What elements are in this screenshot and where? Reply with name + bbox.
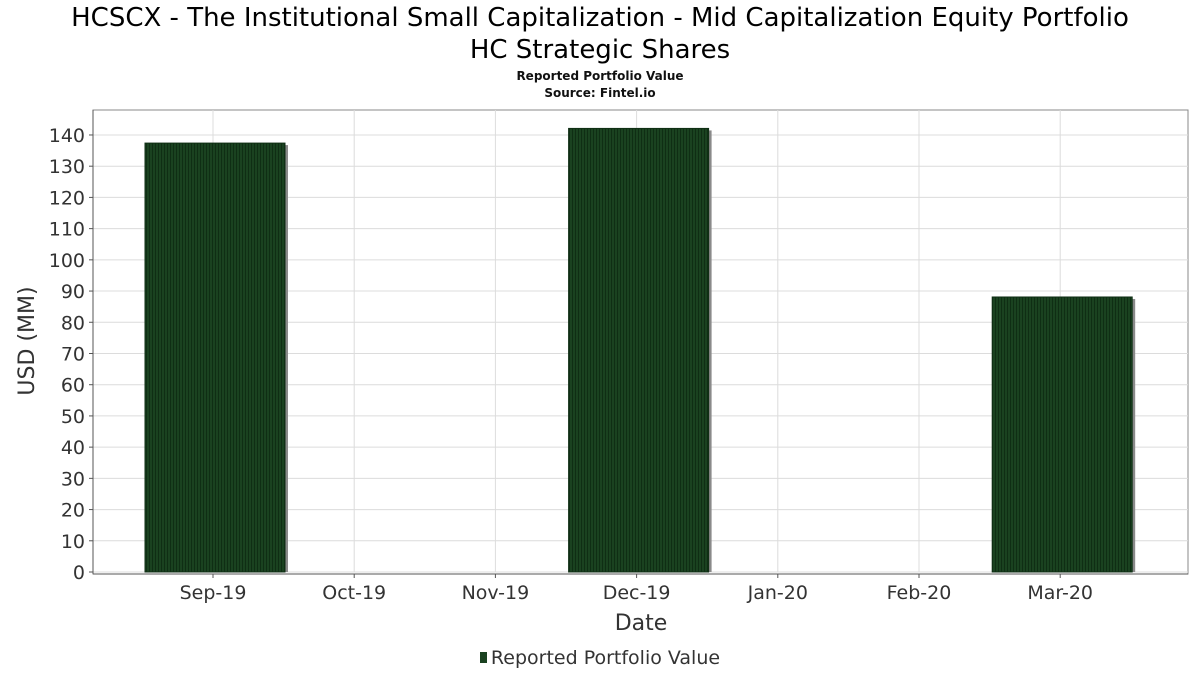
y-tick-label: 90 xyxy=(61,281,85,303)
chart-subtitle: Reported Portfolio Value xyxy=(516,69,684,83)
y-tick-label: 40 xyxy=(61,437,85,459)
y-tick-label: 70 xyxy=(61,343,85,365)
y-tick-label: 110 xyxy=(49,219,85,241)
x-tick-label: Dec-19 xyxy=(603,582,671,604)
y-tick-label: 120 xyxy=(49,187,85,209)
x-tick-label: Jan-20 xyxy=(747,582,808,604)
legend-label: Reported Portfolio Value xyxy=(490,647,721,669)
x-tick-label: Sep-19 xyxy=(180,582,247,604)
bar-Mar-20 xyxy=(991,296,1133,573)
bar-Dec-19 xyxy=(568,127,710,573)
chart-title: HCSCX - The Institutional Small Capitali… xyxy=(71,3,1129,33)
x-tick-label: Oct-19 xyxy=(322,582,386,604)
legend-swatch xyxy=(479,652,487,663)
y-tick-label: 80 xyxy=(61,312,85,334)
chart-title-line2: HC Strategic Shares xyxy=(469,35,731,65)
x-tick-label: Feb-20 xyxy=(887,582,952,604)
y-tick-label: 130 xyxy=(49,156,85,178)
y-tick-label: 30 xyxy=(61,468,85,490)
y-tick-label: 0 xyxy=(73,562,85,584)
y-tick-label: 140 xyxy=(49,125,85,147)
x-axis-label: Date xyxy=(615,611,668,636)
y-tick-label: 60 xyxy=(61,375,85,397)
chart-source: Source: Fintel.io xyxy=(544,86,656,100)
x-tick-label: Nov-19 xyxy=(462,582,530,604)
y-tick-label: 10 xyxy=(61,531,85,553)
y-tick-label: 100 xyxy=(49,250,85,272)
bar-Sep-19 xyxy=(144,142,286,573)
y-axis-label: USD (MM) xyxy=(15,286,40,395)
legend: Reported Portfolio Value xyxy=(0,647,1200,669)
x-tick-label: Mar-20 xyxy=(1027,582,1093,604)
y-tick-label: 50 xyxy=(61,406,85,428)
y-tick-label: 20 xyxy=(61,500,85,522)
